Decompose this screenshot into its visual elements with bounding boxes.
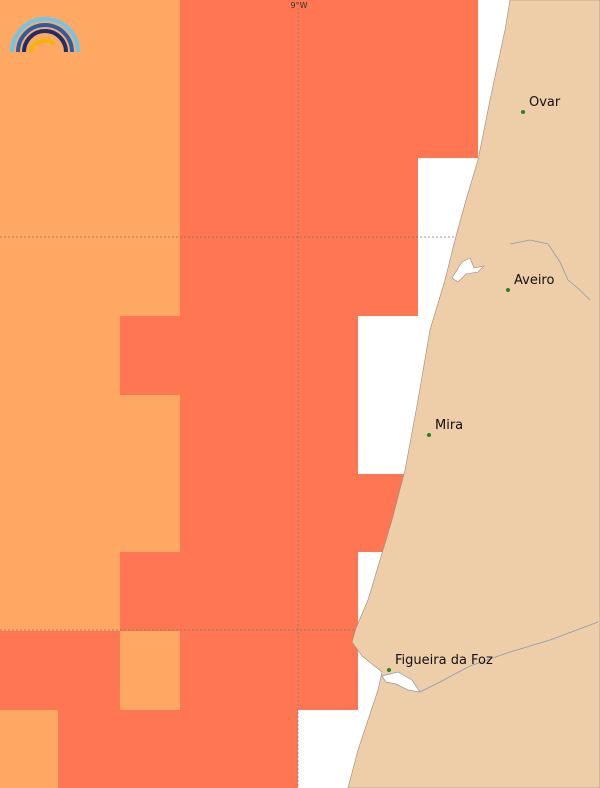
place-label: Mira [435,418,463,433]
river [509,239,591,301]
land [347,0,600,788]
river [419,621,599,693]
raster-cell [0,316,120,395]
estuary [381,671,421,693]
place-dot [521,110,525,114]
raster-cell [180,237,418,316]
raster-cell [58,710,298,788]
raster-cell [0,631,120,710]
place-label: Aveiro [514,273,554,288]
raster-cell [180,79,478,158]
raster-cell [180,158,418,237]
raster-cell [0,710,58,788]
raster-cell [180,631,358,710]
lagoon [451,257,485,283]
raster-cell [120,631,180,710]
raster-cell [180,474,410,552]
place-dot [387,668,391,672]
raster-cells [0,0,478,788]
raster-cell [0,79,180,158]
raster-cell [0,474,180,552]
raster-cell [0,158,180,237]
raster-cell [0,552,120,631]
place-label: Ovar [529,95,561,110]
logo [10,17,80,53]
graticule-label: 9°W [291,1,308,10]
raster-cell [0,237,180,316]
place-label: Figueira da Foz [395,653,493,668]
raster-cell [120,316,358,395]
place-dot [427,433,431,437]
place-dot [506,288,510,292]
raster-cell [120,552,358,631]
raster-cell [180,0,478,79]
raster-cell [180,395,358,474]
raster-cell [0,395,180,474]
